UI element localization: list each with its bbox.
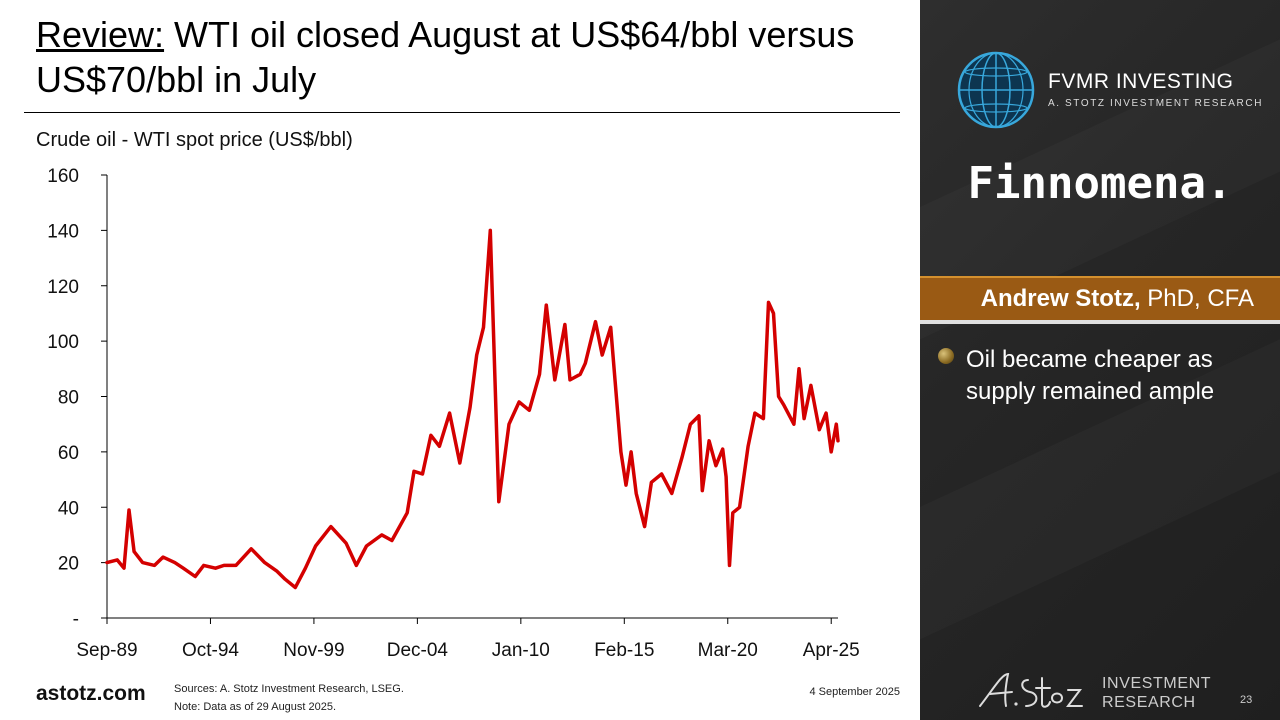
x-tick-label: Apr-25 [803, 640, 860, 661]
y-tick-label: 60 [58, 443, 79, 464]
y-tick-labels: - 20 40 60 80 100 120 140 160 [47, 166, 107, 630]
sources-text: Sources: A. Stotz Investment Research, L… [174, 683, 404, 695]
footer-brand-line2: RESEARCH [1102, 694, 1196, 711]
brand-subtitle: A. STOTZ INVESTMENT RESEARCH [1048, 98, 1264, 109]
y-tick-label: 80 [58, 388, 79, 409]
y-tick-label: 40 [58, 498, 79, 519]
globe-icon [957, 51, 1035, 129]
signature-logo [979, 672, 1083, 708]
chart-title: Crude oil - WTI spot price (US$/bbl) [36, 129, 353, 151]
wti-price-chart: Crude oil - WTI spot price (US$/bbl) - 20… [36, 129, 860, 661]
y-tick-label: 160 [47, 166, 79, 187]
brand-name: FVMR INVESTING [1048, 70, 1234, 93]
x-tick-label: Sep-89 [76, 640, 137, 661]
footer-brand: INVESTMENT RESEARCH [1102, 674, 1211, 712]
wti-price-line [105, 228, 840, 590]
x-tick-label: Dec-04 [387, 640, 449, 661]
presenter-banner: Andrew Stotz, PhD, CFA [920, 276, 1280, 324]
presenter-name: Andrew Stotz, [980, 285, 1141, 312]
x-tick-label: Nov-99 [283, 640, 344, 661]
slide-title: Review: WTI oil closed August at US$64/b… [36, 12, 906, 102]
y-tick-label: 20 [58, 554, 79, 575]
sources-note: Sources: A. Stotz Investment Research, L… [174, 680, 404, 716]
y-tick-label: 120 [47, 277, 79, 298]
slide-date: 4 September 2025 [809, 686, 900, 698]
slide-title-rest: WTI oil closed August at US$64/bbl versu… [36, 14, 855, 100]
banner-underline [920, 320, 1280, 324]
x-tick-label: Oct-94 [182, 640, 239, 661]
partner-logo: Finnomena. [967, 158, 1233, 209]
main-panel: Review: WTI oil closed August at US$64/b… [24, 12, 906, 716]
x-tick-label: Jan-10 [492, 640, 550, 661]
presenter-credentials: PhD, CFA [1140, 285, 1254, 312]
x-tick-label: Feb-15 [594, 640, 654, 661]
note-text: Note: Data as of 29 August 2025. [174, 701, 337, 713]
y-tick-label: - [73, 609, 79, 630]
bullet-icon [938, 348, 954, 364]
x-tick-label: Mar-20 [698, 640, 758, 661]
sidebar-panel: FVMR INVESTING A. STOTZ INVESTMENT RESEA… [920, 0, 1280, 720]
chart-series [105, 228, 840, 590]
presenter-text: Andrew Stotz, PhD, CFA [981, 285, 1254, 313]
footer-brand-line1: INVESTMENT [1102, 675, 1212, 692]
title-divider [24, 112, 900, 113]
footer-logo[interactable]: astotz.com [36, 682, 146, 705]
key-point-text: Oil became cheaper as supply remained am… [966, 346, 1215, 405]
y-tick-label: 140 [47, 221, 79, 242]
slide-title-lead: Review: [36, 14, 165, 55]
y-tick-label: 100 [47, 332, 79, 353]
page-number: 23 [1240, 694, 1253, 706]
x-tick-labels: Sep-89 Oct-94 Nov-99 Dec-04 Jan-10 Feb-15 Mar-… [76, 618, 860, 661]
